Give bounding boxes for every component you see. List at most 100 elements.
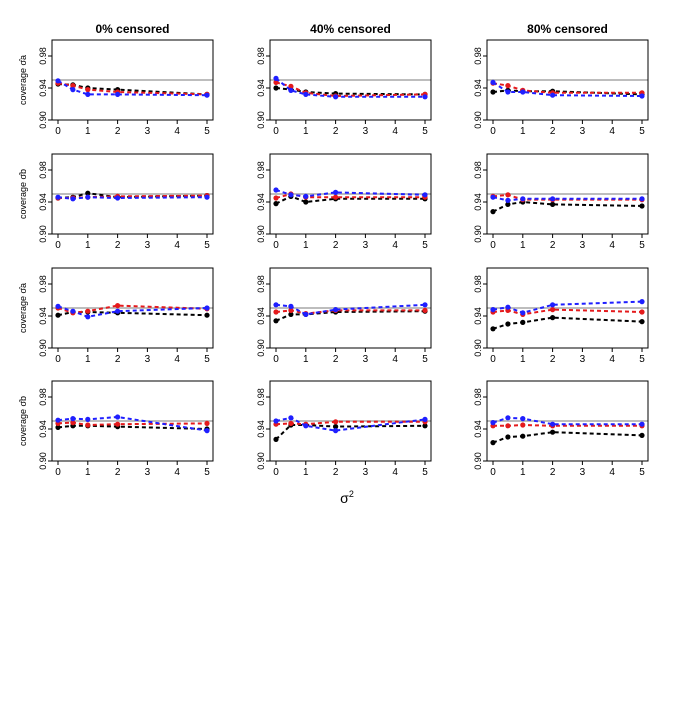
data-point-blue-4 xyxy=(422,94,428,100)
y-tick-label: 0.90 xyxy=(256,225,266,243)
data-point-red-1 xyxy=(288,420,294,426)
x-tick-label: 1 xyxy=(520,354,526,365)
x-axis-label-base: σ xyxy=(340,490,349,506)
data-point-blue-3 xyxy=(550,421,556,427)
data-point-blue-1 xyxy=(505,415,511,421)
x-tick-label: 4 xyxy=(174,467,180,478)
x-tick-label: 0 xyxy=(273,354,279,365)
series-line-black xyxy=(275,195,425,205)
data-point-blue-1 xyxy=(505,304,511,310)
x-tick-label: 5 xyxy=(422,354,428,365)
y-tick-label: 0.90 xyxy=(256,111,266,129)
x-tick-label: 3 xyxy=(363,240,369,251)
data-point-blue-2 xyxy=(85,194,91,200)
y-tick-label: 0.94 xyxy=(256,420,266,438)
column-title-3: 80% censored xyxy=(527,22,608,36)
series-line-blue xyxy=(275,416,426,432)
y-tick-label: 0.98 xyxy=(473,161,483,179)
data-point-red-2 xyxy=(85,87,91,93)
panel-r1c1: 0 1 2 3 4 5 0.90 0.94 0.98 coverage σ̂a xyxy=(18,39,214,137)
panel-frame xyxy=(269,267,432,349)
x-tick-label: 5 xyxy=(639,240,645,251)
data-point-red-1 xyxy=(505,192,511,198)
data-point-blue-0 xyxy=(490,307,496,313)
data-point-red-4 xyxy=(204,420,210,426)
x-tick-label: 1 xyxy=(85,354,91,365)
data-point-blue-3 xyxy=(115,91,121,97)
y-tick-label: 0.90 xyxy=(38,225,48,243)
x-tick-label: 1 xyxy=(85,240,91,251)
x-tick-label: 5 xyxy=(204,354,210,365)
x-tick-label: 3 xyxy=(145,467,151,478)
x-tick-label: 4 xyxy=(609,467,615,478)
data-point-black-0 xyxy=(490,209,496,215)
data-point-blue-3 xyxy=(115,414,121,420)
panel-frame xyxy=(486,267,649,349)
data-point-red-1 xyxy=(70,420,76,426)
data-point-red-0 xyxy=(273,195,279,201)
data-point-blue-0 xyxy=(55,78,61,84)
panel-frame xyxy=(51,39,214,121)
data-point-red-1 xyxy=(288,83,294,89)
x-tick-label: 4 xyxy=(392,354,398,365)
x-tick-label: 0 xyxy=(273,467,279,478)
data-point-black-0 xyxy=(490,440,496,446)
data-point-blue-4 xyxy=(422,416,428,422)
x-axis-label: σ2 xyxy=(340,489,354,506)
data-point-blue-4 xyxy=(204,428,210,434)
x-tick-label: 1 xyxy=(303,126,309,137)
data-point-red-1 xyxy=(288,307,294,313)
y-tick-label: 0.94 xyxy=(256,79,266,97)
data-point-red-3 xyxy=(333,419,339,425)
x-tick-label: 4 xyxy=(609,240,615,251)
x-tick-label: 5 xyxy=(639,354,645,365)
series-line-red xyxy=(57,421,208,427)
data-point-blue-3 xyxy=(333,189,339,195)
x-tick-label: 2 xyxy=(550,126,556,137)
data-point-blue-0 xyxy=(273,75,279,81)
x-tick-label: 1 xyxy=(520,467,526,478)
y-axis-label: coverage σ̂b xyxy=(18,169,28,219)
data-point-red-1 xyxy=(505,423,511,429)
x-tick-label: 0 xyxy=(490,240,496,251)
x-tick-label: 4 xyxy=(174,240,180,251)
y-tick-label: 0.94 xyxy=(473,307,483,325)
x-tick-label: 2 xyxy=(115,467,121,478)
x-tick-label: 2 xyxy=(333,467,339,478)
data-point-blue-1 xyxy=(70,196,76,202)
column-title-1: 0% censored xyxy=(95,22,169,36)
x-tick-label: 2 xyxy=(333,354,339,365)
series-line-red xyxy=(275,81,426,98)
x-tick-label: 2 xyxy=(333,240,339,251)
y-tick-label: 0.94 xyxy=(473,420,483,438)
data-point-black-1 xyxy=(505,201,511,207)
x-tick-label: 3 xyxy=(145,354,151,365)
panel-r3c2: 0 1 2 3 4 5 0.90 0.94 0.98 xyxy=(256,267,432,365)
data-point-black-1 xyxy=(505,434,511,440)
data-point-blue-3 xyxy=(550,196,556,202)
data-point-black-2 xyxy=(303,199,309,205)
x-tick-label: 3 xyxy=(363,467,369,478)
data-point-black-0 xyxy=(490,326,496,332)
data-point-red-3 xyxy=(115,303,121,309)
y-tick-label: 0.98 xyxy=(38,161,48,179)
data-point-black-0 xyxy=(273,318,279,324)
x-tick-label: 4 xyxy=(392,240,398,251)
x-tick-label: 1 xyxy=(520,126,526,137)
data-point-blue-4 xyxy=(639,93,645,99)
data-point-blue-1 xyxy=(505,197,511,203)
x-tick-label: 5 xyxy=(204,240,210,251)
y-tick-label: 0.90 xyxy=(38,339,48,357)
x-tick-label: 2 xyxy=(550,467,556,478)
x-tick-label: 5 xyxy=(422,240,428,251)
x-tick-label: 5 xyxy=(639,126,645,137)
y-tick-label: 0.94 xyxy=(473,79,483,97)
x-tick-label: 3 xyxy=(580,467,586,478)
y-tick-label: 0.98 xyxy=(256,161,266,179)
data-point-black-4 xyxy=(204,312,210,318)
panel-r3c1: 0 1 2 3 4 5 0.90 0.94 0.98 coverage σ̂a xyxy=(18,267,214,365)
data-point-blue-2 xyxy=(85,314,91,320)
x-tick-label: 0 xyxy=(273,126,279,137)
data-point-blue-3 xyxy=(550,302,556,308)
data-point-black-0 xyxy=(490,89,496,95)
